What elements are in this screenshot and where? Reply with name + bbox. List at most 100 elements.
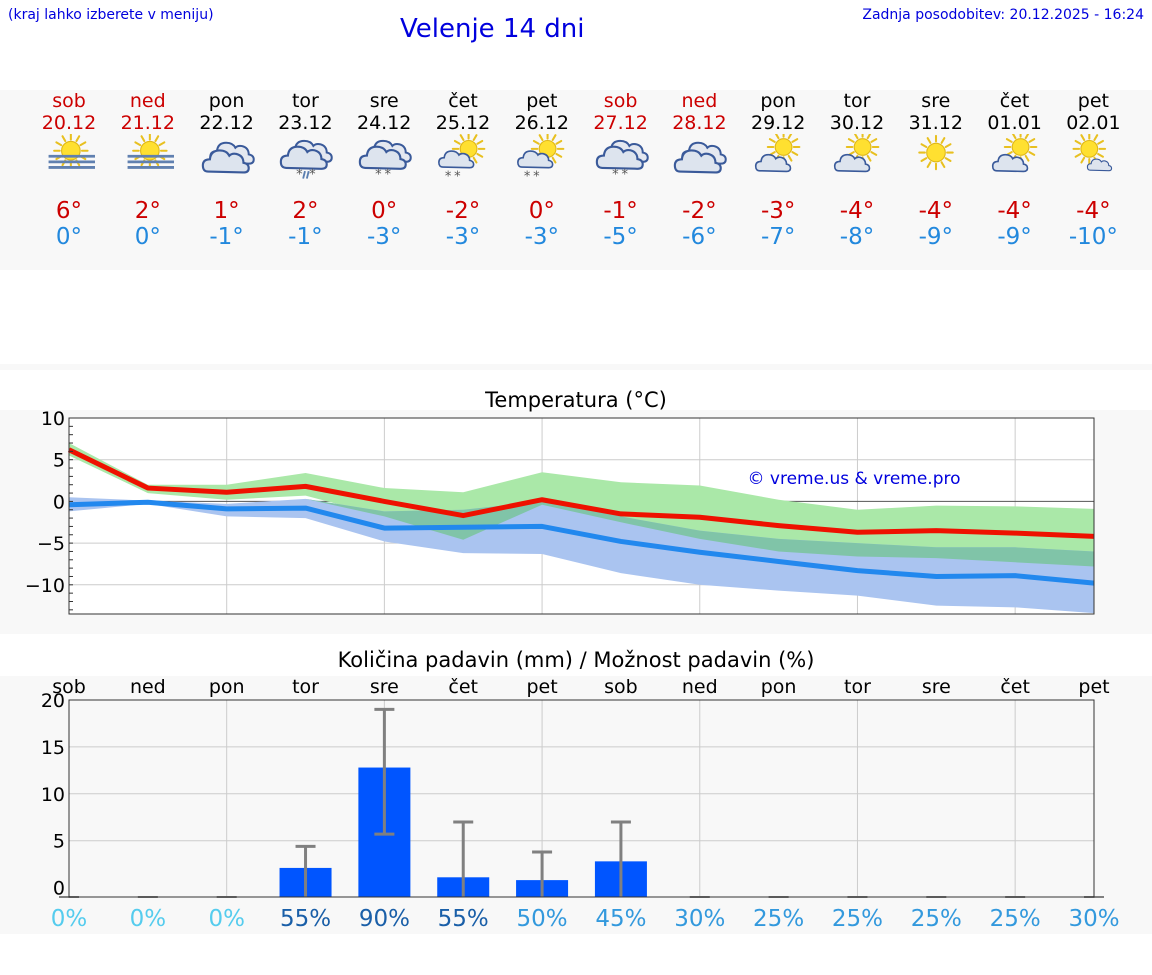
day-name: čet [448,90,478,112]
temp-min: -10° [1068,224,1118,250]
precip-probability: 45% [595,906,646,932]
day-column: pet 26.12 [502,90,582,134]
day-name: ned [129,90,166,112]
day-date: 20.12 [41,112,97,134]
precip-probability: 55% [438,906,489,932]
temp-min: -1° [288,224,323,250]
temp-min: -1° [209,224,244,250]
day-name: sre [369,90,399,112]
y-tick-label: 20 [41,690,65,712]
day-temps: 2° -1° [265,198,345,250]
svg-text:*: * [297,168,304,183]
day-column: pet 02.01 [1053,90,1133,134]
svg-text:*: * [454,169,461,184]
day-temps: 2° 0° [108,198,188,250]
temp-min: -6° [682,224,717,250]
sun-snow-icon: * * [516,134,565,184]
precip-probability: 0% [208,906,245,932]
temp-min: -9° [997,224,1032,250]
day-date: 28.12 [672,112,727,134]
day-temps: 0° -3° [502,198,582,250]
day-date: 23.12 [278,112,333,134]
day-temps: 1° -1° [187,198,267,250]
day-temps: -3° -7° [738,198,818,250]
temp-max: -2° [445,198,481,224]
day-date: 02.01 [1066,112,1121,134]
page-title: Velenje 14 dni [400,14,585,44]
sun-snow-icon: * * [438,134,486,184]
location-hint: (kraj lahko izberete v meniju) [8,7,214,23]
temp-min: 0° [134,224,161,250]
temp-max: -4° [1076,198,1111,224]
temp-min: -3° [445,224,481,250]
day-temps: 0° -3° [344,198,424,250]
temp-max: -1° [603,198,638,224]
sun-fog-icon [48,134,95,169]
y-tick-label: 0 [53,878,65,900]
plot-frame [68,417,1095,615]
temp-min: -8° [839,224,875,250]
day-column: čet 01.01 [975,90,1055,134]
precipitation-chart: sob ned pon tor sre čet pet sob ned pon tor sre čet p… [41,676,1120,932]
y-tick-label: 15 [41,737,65,759]
day-temps: -4° -8° [817,198,897,250]
category-label: sob [52,676,86,698]
precip-probability: 25% [911,906,962,932]
day-temps: -4° -9° [975,198,1055,250]
category-label: čet [1000,676,1030,698]
day-column: pon 29.12 [738,90,818,134]
sun-fog-icon [127,134,174,169]
temp-max: 1° [213,198,240,224]
temp-max: 6° [55,198,83,224]
temp-max: -2° [682,198,717,224]
temp-max: -4° [997,198,1032,224]
day-name: tor [291,90,319,112]
day-name: pon [760,90,797,112]
category-label: pon [761,676,797,698]
sun-icon [918,134,954,171]
overlap-band [69,497,1094,567]
partly-cloudy-icon [991,134,1037,173]
day-name: čet [999,90,1030,112]
day-column: tor 30.12 [817,90,897,134]
day-date: 27.12 [593,112,648,134]
sleet-icon: * * [280,139,334,183]
category-label: sre [922,676,951,698]
day-column: sre 24.12 [344,90,424,134]
temp-chart-title: Temperatura (°C) [485,388,667,412]
temp-max: -3° [760,198,796,224]
category-label: sob [604,676,638,698]
plot-frame [68,699,1095,898]
day-name: pon [208,90,245,112]
y-tick-label: 0 [53,491,65,513]
svg-text:*: * [621,168,628,183]
temp-max: 2° [292,198,319,224]
y-tick-label: 5 [53,831,65,853]
precip-probability: 25% [832,906,883,932]
day-temps: -2° -3° [423,198,503,250]
precip-chart-title: Količina padavin (mm) / Možnost padavin … [337,648,815,672]
y-tick-label: 10 [41,410,65,430]
category-label: tor [292,676,319,698]
day-name: sre [921,90,951,112]
category-label: sre [370,676,399,698]
category-label: ned [682,676,718,698]
temp-min: -7° [760,224,796,250]
day-name: sob [603,90,638,112]
temp-min: -3° [524,224,560,250]
svg-text:*: * [612,168,619,183]
precip-probability: 0% [130,906,167,932]
cloud-snow-icon: * * [358,139,412,183]
day-date: 25.12 [435,112,491,134]
svg-text:*: * [375,168,382,183]
category-label: čet [448,676,478,698]
max-temp-line [67,447,1095,539]
day-temps: -2° -6° [659,198,739,250]
temp-min: 0° [55,224,83,250]
day-column: sob 20.12 [29,90,109,134]
temp-max: -4° [839,198,875,224]
y-tick-label: 5 [53,450,65,472]
y-tick-label: −10 [25,575,65,597]
day-date: 29.12 [750,112,806,134]
day-column: sob 27.12 [581,90,661,134]
